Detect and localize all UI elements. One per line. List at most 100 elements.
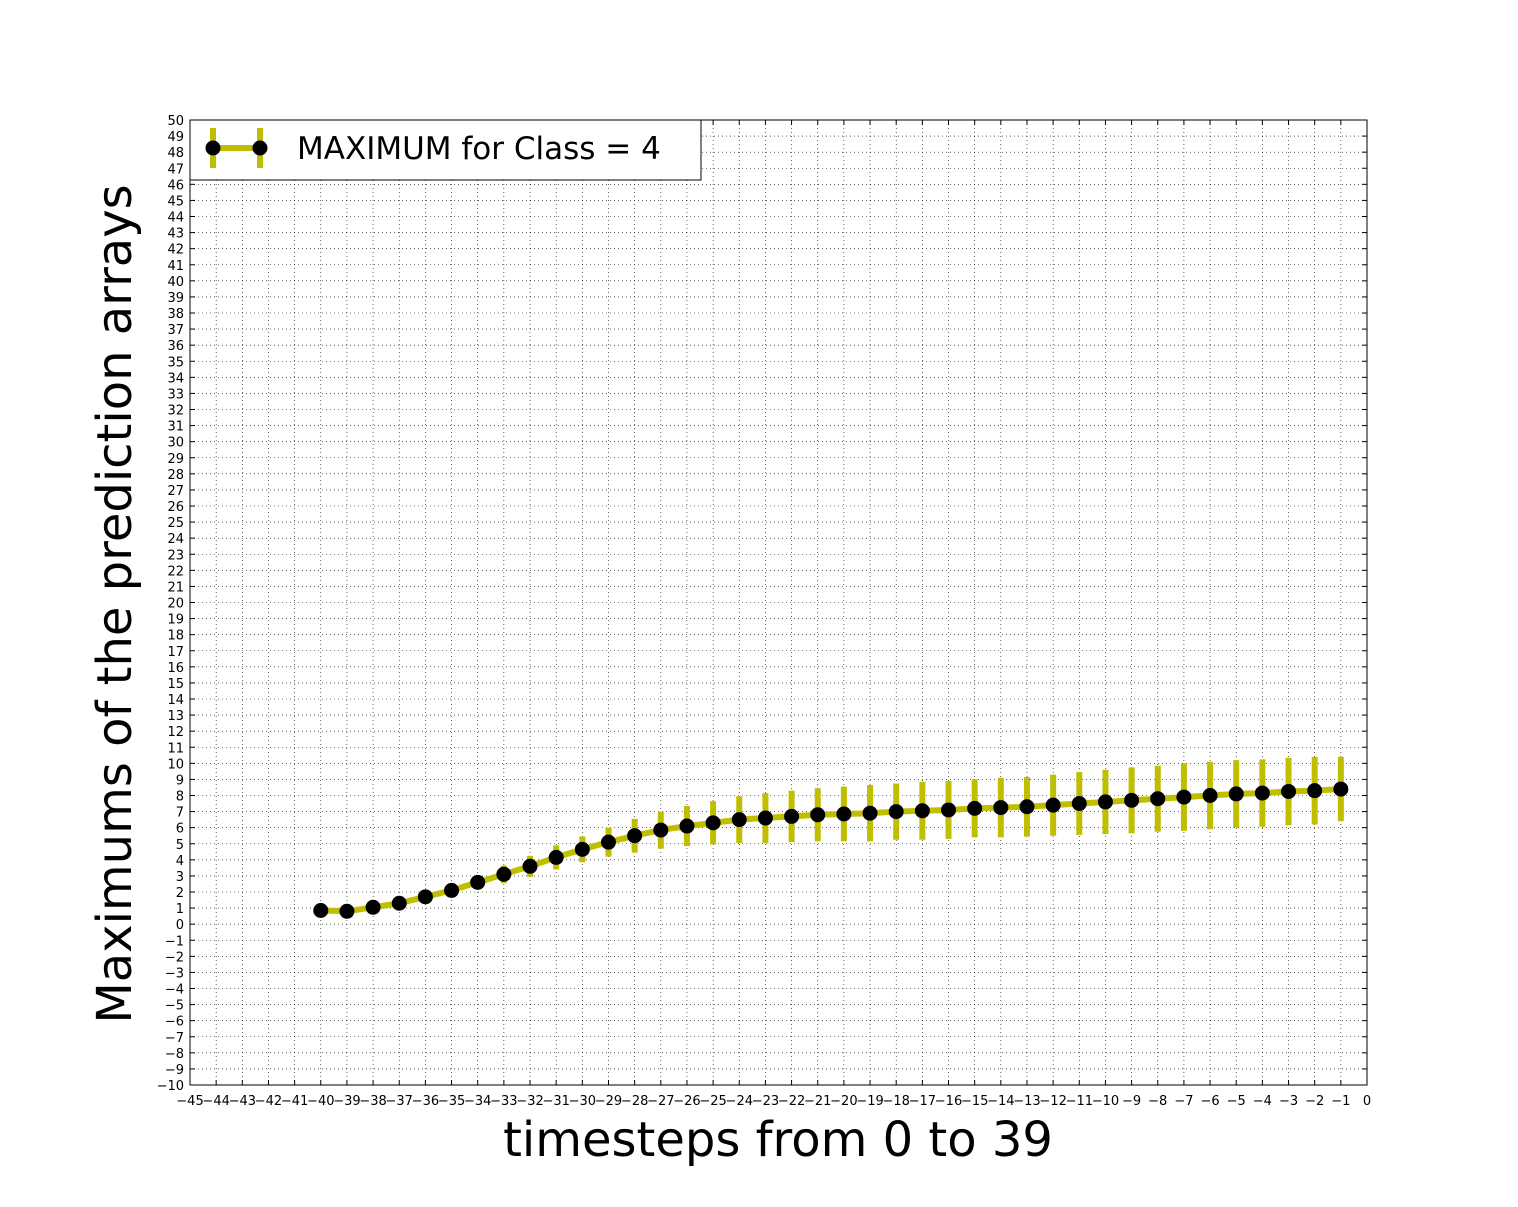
y-tick-label: 18 [167, 629, 184, 644]
x-tick-label: −10 [1092, 1094, 1119, 1109]
data-point [679, 818, 695, 834]
x-tick-label: −29 [595, 1094, 622, 1109]
y-tick-label: 45 [167, 194, 184, 209]
y-tick-label: −10 [157, 1079, 184, 1094]
series-line-group [320, 786, 1342, 915]
grid [190, 120, 1367, 1085]
y-tick-label: 39 [167, 291, 184, 306]
data-point [1202, 788, 1218, 803]
data-point [1124, 792, 1140, 808]
data-point [339, 903, 355, 919]
x-tick-label: −39 [333, 1094, 360, 1109]
y-tick-label: 34 [167, 371, 184, 386]
data-point [600, 834, 616, 850]
data-point [757, 810, 773, 826]
y-tick-label: 7 [176, 806, 184, 821]
x-tick-label: −15 [961, 1094, 988, 1109]
x-tick-label: −32 [516, 1094, 543, 1109]
y-tick-label: −2 [165, 950, 184, 965]
data-point [1281, 783, 1297, 799]
y-tick-label: 26 [167, 500, 184, 515]
data-point [784, 808, 800, 824]
data-point [496, 866, 512, 882]
y-tick-label: 24 [167, 532, 184, 547]
y-tick-label: 33 [167, 387, 184, 402]
data-point [1045, 797, 1061, 813]
y-tick-label: 36 [167, 339, 184, 354]
x-tick-label: −38 [359, 1094, 386, 1109]
y-tick-label: 44 [167, 211, 184, 226]
x-tick-label: −25 [699, 1094, 726, 1109]
data-point [993, 800, 1009, 816]
x-tick-label: −1 [1331, 1094, 1350, 1109]
x-tick-label: −41 [281, 1094, 308, 1109]
x-tick-label: −37 [386, 1094, 413, 1109]
y-tick-label: −5 [165, 999, 184, 1014]
data-point [888, 804, 904, 820]
y-tick-label: 12 [167, 725, 184, 740]
x-axis-title: timesteps from 0 to 39 [503, 1112, 1053, 1168]
x-tick-label: −9 [1122, 1094, 1141, 1109]
data-point [1019, 799, 1035, 815]
data-point [391, 895, 407, 911]
x-tick-label: −33 [490, 1094, 517, 1109]
y-tick-label: 23 [167, 548, 184, 563]
x-tick-label: −19 [856, 1094, 883, 1109]
data-point [1071, 796, 1087, 812]
y-tick-label: 49 [167, 130, 184, 145]
y-tick-label: −3 [165, 966, 184, 981]
data-point [653, 822, 669, 838]
y-tick-label: 1 [176, 902, 184, 917]
y-tick-label: −6 [165, 1015, 184, 1030]
x-tick-label: −12 [1039, 1094, 1066, 1109]
data-point [810, 807, 826, 823]
y-tick-label: 41 [167, 259, 184, 274]
x-tick-label: −13 [1013, 1094, 1040, 1109]
y-tick-label: 31 [167, 420, 184, 435]
data-point [470, 874, 486, 890]
y-tick-label: 22 [167, 564, 184, 579]
x-tick-label: −2 [1305, 1094, 1324, 1109]
legend-label: MAXIMUM for Class = 4 [297, 131, 661, 167]
x-tick-label: 0 [1363, 1094, 1371, 1109]
x-tick-label: −14 [987, 1094, 1014, 1109]
data-point [731, 812, 747, 828]
data-point [1333, 781, 1349, 797]
y-tick-label: 16 [167, 661, 184, 676]
y-tick-label: 47 [167, 162, 184, 177]
y-tick-label: 0 [176, 918, 184, 933]
y-tick-label: 2 [176, 886, 184, 901]
y-tick-label: −9 [165, 1063, 184, 1078]
y-tick-label: 25 [167, 516, 184, 531]
x-tick-label: −45 [176, 1094, 203, 1109]
data-point [1307, 783, 1323, 799]
y-tick-label: 27 [167, 484, 184, 499]
data-point [574, 841, 590, 857]
y-tick-label: 35 [167, 355, 184, 370]
y-tick-label: 14 [167, 693, 184, 708]
y-tick-label: 8 [176, 790, 184, 805]
x-tick-label: −17 [909, 1094, 936, 1109]
y-tick-label: −8 [165, 1047, 184, 1062]
y-tick-label: 4 [176, 854, 184, 869]
y-tick-label: 48 [167, 146, 184, 161]
data-point [967, 800, 983, 816]
data-point [1254, 785, 1270, 801]
data-point [1150, 791, 1166, 807]
y-tick-label: 19 [167, 613, 184, 628]
data-point [417, 889, 433, 905]
y-tick-label: 11 [167, 741, 184, 756]
legend: MAXIMUM for Class = 4 [189, 119, 702, 181]
y-tick-label: 17 [167, 645, 184, 660]
x-tick-label: −40 [307, 1094, 334, 1109]
y-tick-label: 20 [167, 597, 184, 612]
data-point [836, 806, 852, 822]
y-tick-label: 15 [167, 677, 184, 692]
x-tick-label: −36 [412, 1094, 439, 1109]
y-tick-label: 42 [167, 243, 184, 258]
x-tick-label: −6 [1200, 1094, 1219, 1109]
x-tick-label: −3 [1279, 1094, 1298, 1109]
y-tick-label: 38 [167, 307, 184, 322]
data-point [365, 899, 381, 915]
